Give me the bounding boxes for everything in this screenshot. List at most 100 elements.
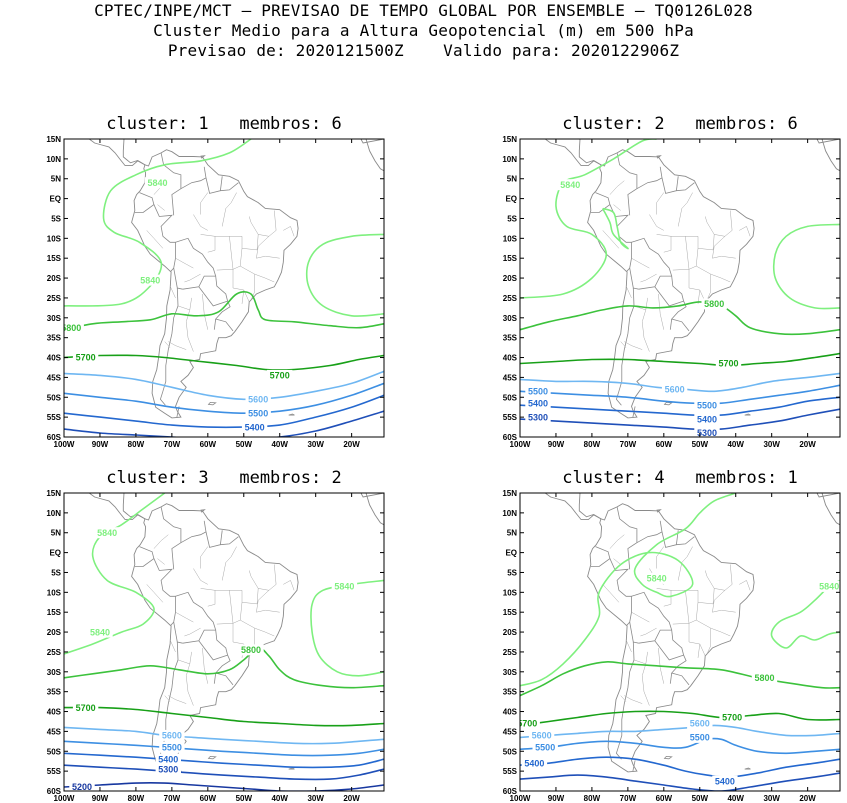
lat-tick-label: 60S bbox=[47, 433, 62, 442]
lon-tick-label: 90W bbox=[548, 440, 565, 449]
contour-label: 5400 bbox=[715, 776, 735, 786]
contour-label-bg bbox=[687, 731, 713, 743]
contour-label-bg bbox=[751, 672, 778, 684]
contour-label: 5200 bbox=[72, 782, 92, 792]
contour-line-5800 bbox=[64, 647, 384, 689]
state-border bbox=[207, 590, 216, 607]
contour-label: 5500 bbox=[528, 387, 548, 397]
state-border bbox=[677, 546, 693, 581]
country-border bbox=[182, 275, 228, 302]
contour-label-bg bbox=[694, 413, 720, 425]
coastline-south-america bbox=[131, 149, 299, 419]
contour-line-5500 bbox=[64, 382, 384, 414]
island-outline bbox=[744, 767, 751, 770]
lat-tick-label: 35S bbox=[503, 688, 518, 697]
state-border bbox=[658, 293, 665, 330]
contour-label-bg bbox=[331, 580, 358, 592]
state-border bbox=[146, 584, 164, 603]
state-border bbox=[207, 236, 216, 253]
lon-tick-label: 90W bbox=[548, 794, 565, 803]
contour-label: 5400 bbox=[158, 754, 178, 764]
state-border bbox=[193, 568, 208, 585]
contour-label: 5600 bbox=[162, 731, 182, 741]
state-border bbox=[185, 651, 194, 706]
coastline-africa bbox=[816, 139, 840, 172]
lon-tick-label: 50W bbox=[692, 794, 709, 803]
contour-label-bg bbox=[525, 397, 551, 409]
country-border bbox=[661, 531, 695, 548]
contour-label-bg bbox=[238, 644, 264, 656]
state-border bbox=[229, 236, 234, 270]
state-border bbox=[714, 210, 733, 237]
state-border bbox=[739, 580, 751, 591]
coastline-south-america bbox=[587, 503, 755, 773]
state-border bbox=[602, 584, 620, 603]
contour-label: 5840 bbox=[647, 574, 667, 584]
header-line3: Previsao de: 2020121500Z Valido para: 20… bbox=[167, 41, 680, 60]
contour-label-bg bbox=[557, 179, 583, 191]
lon-tick-label: 40W bbox=[271, 440, 288, 449]
contour-label-bg bbox=[525, 385, 551, 397]
state-border bbox=[641, 297, 650, 352]
contour-label: 5700 bbox=[76, 353, 96, 363]
lat-tick-label: 10S bbox=[47, 234, 62, 243]
contour-line-5800 bbox=[520, 661, 840, 697]
contour-line-5500 bbox=[520, 384, 840, 405]
contour-label-bg bbox=[687, 718, 713, 729]
state-border bbox=[177, 305, 190, 311]
state-border bbox=[164, 695, 171, 702]
state-border bbox=[640, 627, 657, 637]
contour-label: 5300 bbox=[528, 412, 548, 422]
country-border bbox=[616, 506, 638, 570]
contour-label-bg bbox=[72, 352, 99, 363]
lat-tick-label: 15S bbox=[503, 254, 518, 263]
lat-tick-label: 55S bbox=[47, 413, 62, 422]
state-border bbox=[254, 627, 275, 637]
state-border bbox=[672, 248, 699, 271]
lon-tick-label: 60W bbox=[200, 794, 217, 803]
lat-tick-label: 5S bbox=[51, 215, 61, 224]
contour-label-bg bbox=[661, 383, 688, 395]
state-border bbox=[609, 534, 625, 549]
lat-tick-label: 20S bbox=[47, 628, 62, 637]
land-layer bbox=[87, 139, 384, 419]
coastline-south-america bbox=[131, 503, 299, 773]
contour-label: 5840 bbox=[140, 275, 160, 285]
country-border bbox=[616, 152, 638, 216]
panel-3-title: cluster: 3 membros: 2 bbox=[106, 468, 342, 488]
lon-tick-label: 20W bbox=[799, 794, 816, 803]
country-border bbox=[214, 300, 234, 332]
state-border bbox=[656, 192, 665, 215]
contour-label-bg bbox=[241, 421, 268, 433]
lat-tick-label: 15S bbox=[47, 608, 62, 617]
state-border bbox=[641, 651, 650, 706]
contour-line-5600 bbox=[64, 726, 384, 745]
country-border bbox=[632, 760, 636, 772]
state-border bbox=[633, 659, 646, 665]
country-border bbox=[654, 640, 684, 661]
contour-label: 5700 bbox=[718, 359, 738, 369]
lon-tick-label: 80W bbox=[128, 794, 145, 803]
contour-line-5840 bbox=[305, 233, 384, 317]
state-border bbox=[613, 558, 621, 565]
lon-tick-label: 70W bbox=[164, 794, 181, 803]
lon-tick-label: 80W bbox=[128, 440, 145, 449]
country-border bbox=[629, 622, 639, 644]
contour-label-bg bbox=[72, 702, 99, 714]
state-border bbox=[256, 609, 280, 613]
lat-tick-label: EQ bbox=[49, 549, 61, 558]
lat-tick-label: 15S bbox=[47, 254, 62, 263]
contour-label-bg bbox=[144, 177, 171, 189]
state-border bbox=[202, 293, 209, 330]
contour-line-5500 bbox=[520, 737, 840, 755]
country-border bbox=[638, 275, 684, 302]
state-border bbox=[696, 265, 711, 301]
state-border bbox=[712, 255, 736, 259]
state-border bbox=[620, 341, 627, 348]
state-border bbox=[175, 611, 194, 623]
state-border bbox=[248, 570, 259, 604]
state-border bbox=[169, 639, 176, 653]
state-border bbox=[658, 647, 665, 684]
contour-label: 5500 bbox=[690, 733, 710, 743]
